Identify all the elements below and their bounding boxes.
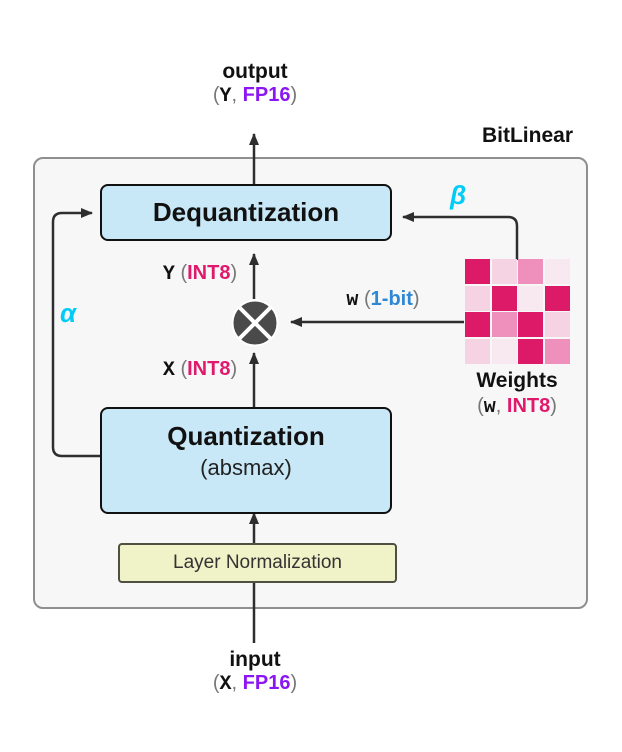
weight-cell [491,338,517,364]
dequantization-label: Dequantization [152,197,340,227]
output-tuple: (Y, FP16) [212,84,298,108]
output-label: output [222,60,288,83]
layer-norm-label: Layer Normalization [173,552,342,573]
weight-cell [491,285,517,311]
dequantization-box: Dequantization [100,184,392,241]
label-x-int8: X (INT8) [162,358,238,382]
matmul-icon [231,299,279,347]
label-alpha: α [60,298,77,328]
label-w-1bit: w (1-bit) [346,288,420,312]
weight-cell [465,338,490,364]
label-y-int8: Y (INT8) [162,262,238,286]
weight-cell [544,259,570,284]
layer-norm-box: Layer Normalization [118,543,397,583]
weight-cell [465,312,490,337]
weight-cell [491,312,517,337]
quantization-box: Quantization (absmax) [100,407,392,514]
input-label: input [229,648,281,671]
input-var: X [219,673,232,696]
weight-cell [491,259,517,284]
weights-label: Weights [476,369,558,392]
input-tuple: (X, FP16) [212,672,298,696]
weight-cell [544,285,570,311]
weights-tuple: (w, INT8) [477,395,557,419]
weights-matrix [465,259,570,364]
output-var: Y [219,85,232,108]
arrow-beta [402,212,519,260]
quantization-sublabel: (absmax) [200,455,292,480]
weights-caption: Weights (w, INT8) [442,369,592,419]
arrow-alpha-feedback [51,208,100,458]
input-label-block: input (X, FP16) [155,648,355,696]
input-precision: FP16 [242,672,291,694]
weight-cell [465,285,490,311]
weight-cell [518,259,543,284]
output-precision: FP16 [242,84,291,106]
weight-cell [518,285,543,311]
weight-cell [544,338,570,364]
output-label-block: output (Y, FP16) [155,60,355,108]
quantization-label: Quantization [167,421,325,451]
bitlinear-title: BitLinear [481,124,573,147]
label-beta: β [450,180,467,210]
weight-cell [518,338,543,364]
weight-cell [465,259,490,284]
weight-cell [518,312,543,337]
weight-cell [544,312,570,337]
